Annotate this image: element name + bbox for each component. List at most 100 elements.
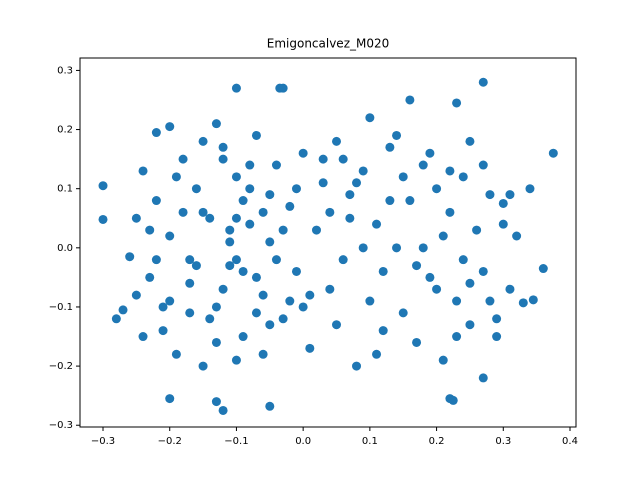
point [98,181,108,191]
point [318,154,328,164]
point [452,98,462,108]
point [285,201,295,211]
point [392,243,402,253]
point [548,148,558,158]
point [111,314,121,324]
point [151,255,161,265]
point [251,272,261,282]
point [518,298,528,308]
point [425,148,435,158]
point [185,278,195,288]
point [191,261,201,271]
point [505,190,515,200]
point [392,130,402,140]
point [445,207,455,217]
point [158,326,168,336]
point [278,314,288,324]
point [231,172,241,182]
point [211,337,221,347]
point [445,166,455,176]
point [225,261,235,271]
point [198,136,208,146]
point [258,349,268,359]
point [528,295,538,305]
x-tick-label: 0.1 [362,436,378,447]
point [412,337,422,347]
point [165,122,175,132]
point [472,225,482,235]
point [358,243,368,253]
point [98,214,108,224]
point [398,308,408,318]
point [165,296,175,306]
point [245,160,255,170]
point [311,225,321,235]
point [238,196,248,206]
x-tick-label: 0.0 [295,436,311,447]
point [425,272,435,282]
point [251,130,261,140]
point [218,284,228,294]
point [538,264,548,274]
point [332,320,342,330]
point [305,343,315,353]
point [378,326,388,336]
point [265,237,275,247]
point [278,83,288,93]
point [138,332,148,342]
point [271,255,281,265]
point [178,154,188,164]
point [352,361,362,371]
point [398,172,408,182]
point [512,231,522,241]
point [492,332,502,342]
point [505,284,515,294]
point [125,252,135,262]
point [352,178,362,188]
y-tick-label: −0.3 [49,420,73,431]
point [131,213,141,223]
point [265,401,275,411]
point [218,405,228,415]
point [211,119,221,129]
point [318,178,328,188]
point [231,255,241,265]
point [251,308,261,318]
point [465,136,475,146]
y-tick-label: 0.2 [57,125,73,136]
point [358,166,368,176]
x-tick-label: 0.4 [562,436,578,447]
point [131,290,141,300]
point [452,296,462,306]
point [478,266,488,276]
point [198,207,208,217]
point [151,196,161,206]
x-tick-label: −0.1 [224,436,248,447]
point [458,255,468,265]
point [165,231,175,241]
point [231,355,241,365]
point [211,302,221,312]
point [225,225,235,235]
point [332,136,342,146]
point [498,219,508,229]
plot-frame [79,57,577,428]
point [345,190,355,200]
point [465,320,475,330]
point [291,184,301,194]
point [138,166,148,176]
point [278,225,288,235]
point [218,154,228,164]
point [525,184,535,194]
point [418,160,428,170]
point [291,266,301,276]
point [478,373,488,383]
point [231,83,241,93]
chart-title: Emigoncalvez_M020 [267,37,390,51]
point [378,266,388,276]
point [478,77,488,87]
point [265,190,275,200]
point [492,314,502,324]
point [432,284,442,294]
